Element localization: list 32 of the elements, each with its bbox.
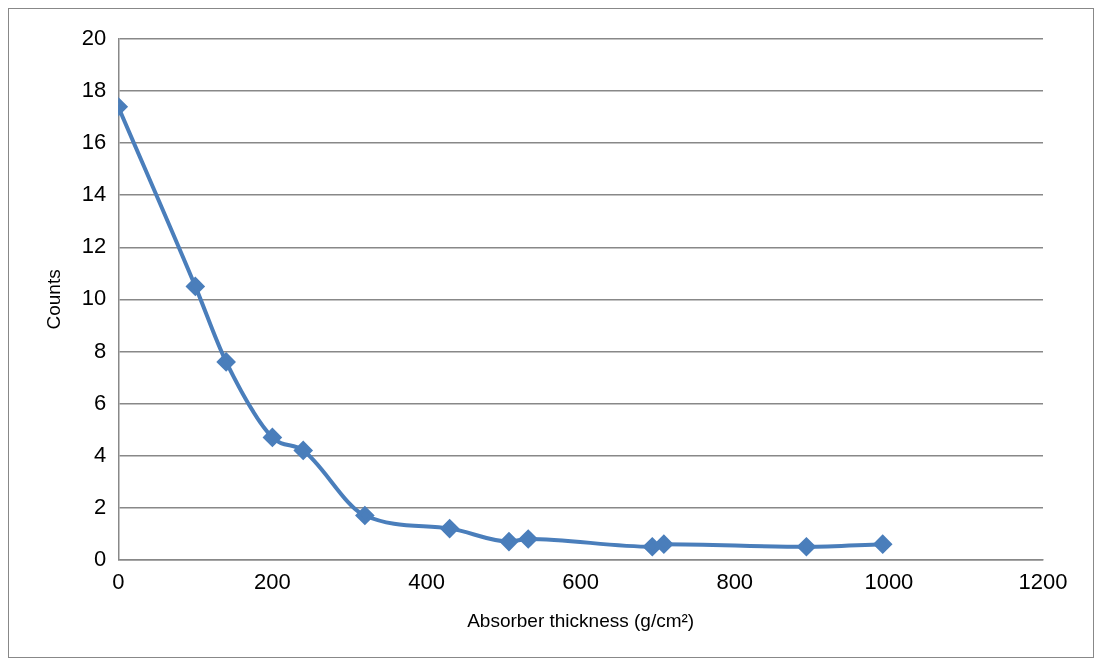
point [294, 441, 313, 460]
point [519, 529, 538, 548]
point [217, 352, 236, 371]
point [440, 519, 459, 538]
x-tick-label: 0 [112, 569, 125, 595]
y-tick-label: 6 [94, 389, 107, 415]
y-tick-label: 4 [94, 441, 107, 467]
y-axis-title: Counts [42, 269, 64, 330]
y-tick-label: 8 [94, 337, 107, 363]
y-tick-label: 2 [94, 493, 107, 519]
x-tick-label: 200 [254, 569, 291, 595]
y-tick-label: 16 [81, 129, 107, 155]
point [797, 537, 816, 556]
y-tick-label: 14 [81, 181, 107, 207]
point [873, 535, 892, 554]
y-tick-label: 12 [81, 233, 107, 259]
point [186, 277, 205, 296]
x-tick-label: 1000 [864, 569, 914, 595]
y-tick-label: 10 [81, 285, 107, 311]
point [654, 535, 673, 554]
y-tick-label: 20 [81, 25, 107, 51]
x-tick-label: 1200 [1018, 569, 1068, 595]
y-tick-label: 0 [94, 545, 107, 571]
point [355, 506, 374, 525]
point [263, 428, 282, 447]
y-tick-label: 18 [81, 77, 107, 103]
x-tick-label: 600 [562, 569, 599, 595]
x-tick-label: 800 [716, 569, 754, 595]
x-axis-title: Absorber thickness (g/cm²) [467, 609, 695, 631]
x-tick-label: 400 [408, 569, 445, 595]
point [643, 537, 662, 556]
point [499, 532, 518, 551]
